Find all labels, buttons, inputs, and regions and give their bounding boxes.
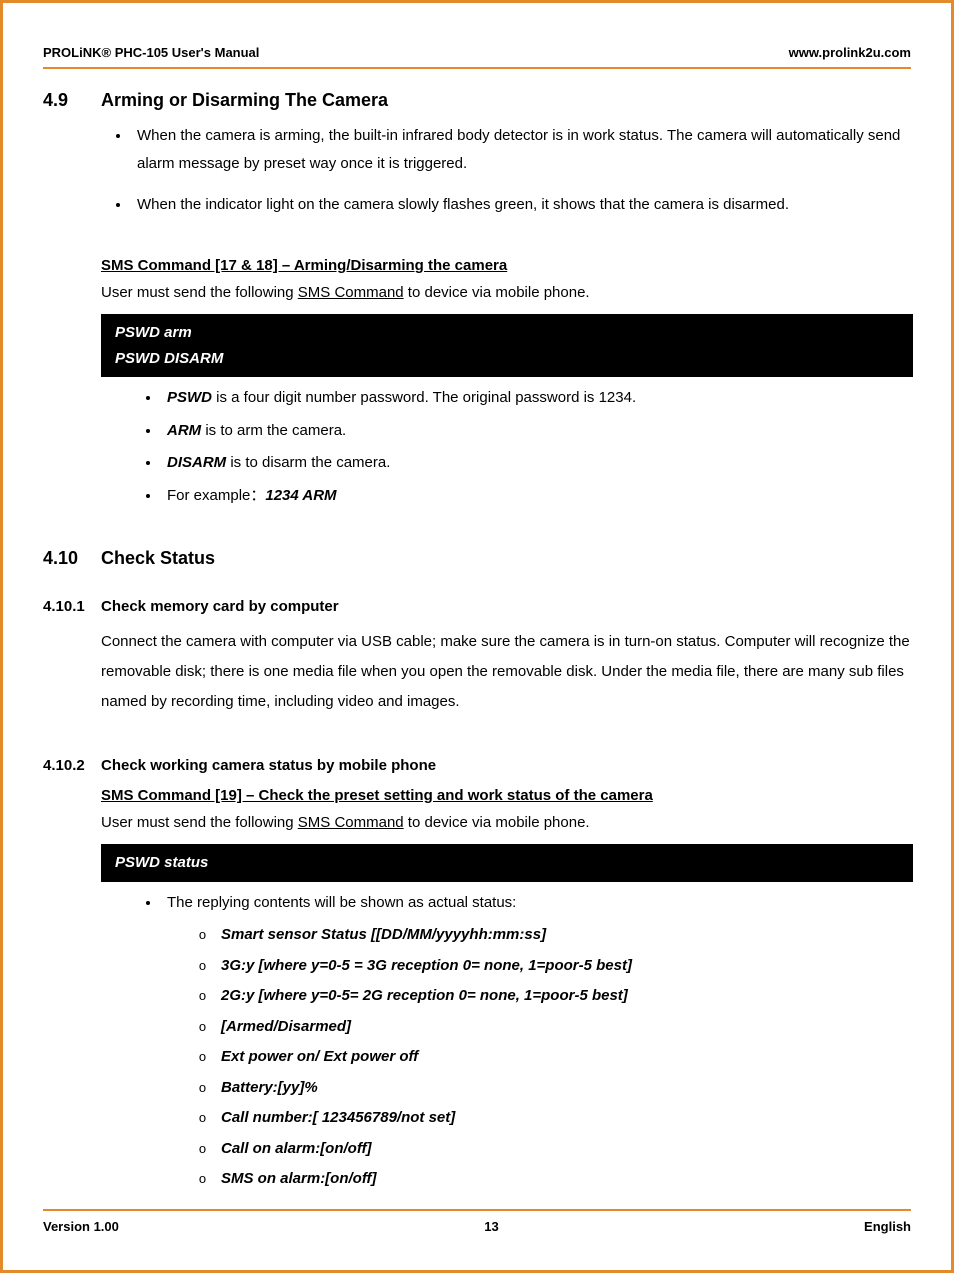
subsection-number: 4.10.1 bbox=[43, 596, 101, 619]
reply-intro-list: The replying contents will be shown as a… bbox=[161, 892, 911, 915]
section-number: 4.10 bbox=[43, 545, 101, 572]
detail-bold: PSWD bbox=[167, 389, 212, 406]
status-item: Smart sensor Status [[DD/MM/yyyyhh:mm:ss… bbox=[217, 924, 911, 947]
intro-post: to device via mobile phone. bbox=[404, 284, 590, 301]
detail-item: For example：1234 ARM bbox=[161, 485, 911, 508]
footer-center: 13 bbox=[484, 1217, 498, 1237]
header-left: PROLiNK® PHC-105 User's Manual bbox=[43, 43, 259, 63]
subsection-number: 4.10.2 bbox=[43, 755, 101, 778]
sms-command-link: SMS Command bbox=[298, 284, 404, 301]
page-footer: Version 1.00 13 English bbox=[43, 1209, 911, 1237]
status-item: SMS on alarm:[on/off] bbox=[217, 1168, 911, 1191]
section-4-10-heading: 4.10 Check Status bbox=[43, 545, 911, 572]
status-item: Call on alarm:[on/off] bbox=[217, 1138, 911, 1161]
document-page: PROLiNK® PHC-105 User's Manual www.proli… bbox=[0, 0, 954, 1273]
intro-pre: User must send the following bbox=[101, 284, 298, 301]
status-item: [Armed/Disarmed] bbox=[217, 1016, 911, 1039]
section-4-9-bullets: When the camera is arming, the built-in … bbox=[131, 122, 911, 220]
detail-bold: ARM bbox=[167, 422, 201, 439]
detail-text: is to arm the camera. bbox=[201, 422, 346, 439]
detail-item: DISARM is to disarm the camera. bbox=[161, 452, 911, 475]
subsection-title: Check working camera status by mobile ph… bbox=[101, 755, 436, 778]
reply-intro: The replying contents will be shown as a… bbox=[161, 892, 911, 915]
section-4-10-2-heading: 4.10.2 Check working camera status by mo… bbox=[43, 755, 911, 778]
sms-command-heading: SMS Command [17 & 18] – Arming/Disarming… bbox=[101, 255, 911, 278]
footer-left: Version 1.00 bbox=[43, 1217, 119, 1237]
section-4-9-heading: 4.9 Arming or Disarming The Camera bbox=[43, 87, 911, 114]
sms-command-heading: SMS Command [19] – Check the preset sett… bbox=[101, 785, 911, 808]
status-item: Battery:[yy]% bbox=[217, 1077, 911, 1100]
footer-right: English bbox=[864, 1217, 911, 1237]
sms-command-intro: User must send the following SMS Command… bbox=[101, 812, 911, 835]
status-item: 3G:y [where y=0-5 = 3G reception 0= none… bbox=[217, 955, 911, 978]
detail-item: PSWD is a four digit number password. Th… bbox=[161, 387, 911, 410]
detail-text: is to disarm the camera. bbox=[226, 454, 390, 471]
bullet-item: When the indicator light on the camera s… bbox=[131, 191, 911, 220]
page-header: PROLiNK® PHC-105 User's Manual www.proli… bbox=[43, 43, 911, 69]
subsection-para: Connect the camera with computer via USB… bbox=[101, 627, 911, 717]
status-item: 2G:y [where y=0-5= 2G reception 0= none,… bbox=[217, 985, 911, 1008]
sms-command-link: SMS Command bbox=[298, 814, 404, 831]
example-value: 1234 ARM bbox=[265, 487, 336, 504]
header-right: www.prolink2u.com bbox=[789, 43, 911, 63]
sms-command-intro: User must send the following SMS Command… bbox=[101, 282, 911, 305]
command-details: PSWD is a four digit number password. Th… bbox=[161, 387, 911, 507]
command-box: PSWD status bbox=[101, 844, 913, 882]
command-line: PSWD arm bbox=[115, 320, 899, 346]
detail-bold: DISARM bbox=[167, 454, 226, 471]
section-number: 4.9 bbox=[43, 87, 101, 114]
section-title: Arming or Disarming The Camera bbox=[101, 87, 388, 114]
section-4-10-1-heading: 4.10.1 Check memory card by computer bbox=[43, 596, 911, 619]
section-title: Check Status bbox=[101, 545, 215, 572]
status-items-list: Smart sensor Status [[DD/MM/yyyyhh:mm:ss… bbox=[217, 924, 911, 1191]
intro-pre: User must send the following bbox=[101, 814, 298, 831]
detail-text: is a four digit number password. The ori… bbox=[212, 389, 636, 406]
status-item: Ext power on/ Ext power off bbox=[217, 1046, 911, 1069]
example-label: For example： bbox=[167, 487, 265, 504]
command-line: PSWD DISARM bbox=[115, 346, 899, 372]
bullet-item: When the camera is arming, the built-in … bbox=[131, 122, 911, 179]
intro-post: to device via mobile phone. bbox=[404, 814, 590, 831]
subsection-title: Check memory card by computer bbox=[101, 596, 339, 619]
detail-item: ARM is to arm the camera. bbox=[161, 420, 911, 443]
command-line: PSWD status bbox=[115, 850, 899, 876]
command-box: PSWD arm PSWD DISARM bbox=[101, 314, 913, 377]
status-item: Call number:[ 123456789/not set] bbox=[217, 1107, 911, 1130]
